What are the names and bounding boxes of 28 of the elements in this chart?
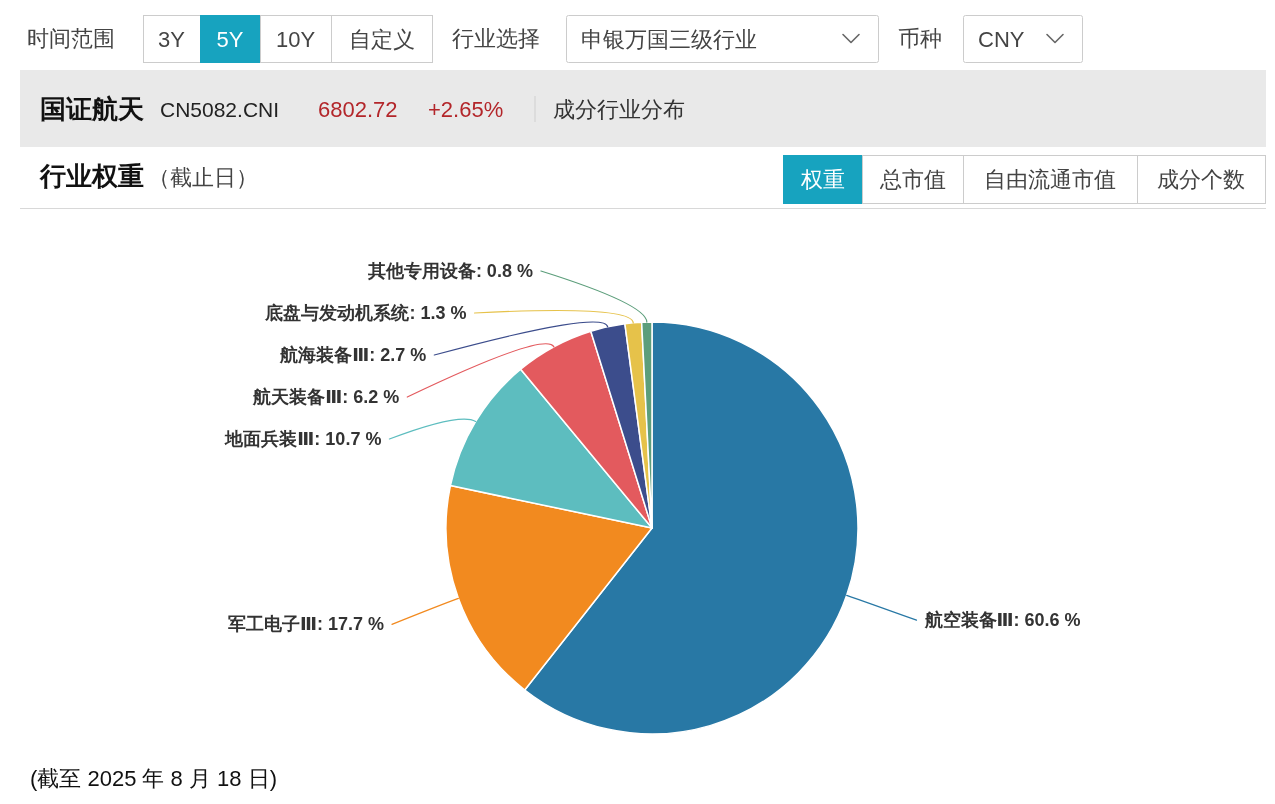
text: 成分行业分布 (553, 96, 685, 122)
text: 国证航天 (40, 94, 144, 124)
slice-label: 其他专用设备: 0.8 % (366, 261, 533, 281)
slice-label: 航天装备Ⅲ: 6.2 % (252, 387, 400, 407)
chart-subtitle: （截止日） (148, 164, 258, 190)
text: +2.65% (428, 96, 504, 122)
slice-label: 地面兵装Ⅲ: 10.7 % (224, 429, 382, 449)
chart-title: 行业权重 (39, 161, 144, 191)
slice-label: 航空装备Ⅲ: 60.6 % (923, 610, 1081, 631)
text: 时间范围 (27, 25, 115, 51)
text: CN5082.CNI (160, 97, 280, 121)
slice-label: 航海装备Ⅲ: 2.7 % (279, 345, 427, 365)
slice-label: 军工电子Ⅲ: 17.7 % (227, 614, 384, 635)
button: 10Y (260, 15, 332, 63)
button: 权重 (783, 155, 863, 204)
dropdown: 申银万国三级行业 (566, 15, 879, 63)
text: (截至 2025 年 8 月 18 日) (30, 765, 277, 791)
button: 5Y (200, 15, 261, 63)
button: 总市值 (862, 155, 964, 204)
button: 自定义 (331, 15, 433, 63)
slice-label: 底盘与发动机系统: 1.3 % (264, 303, 467, 323)
text: 币种 (898, 25, 942, 51)
text: 6802.72 (318, 96, 398, 122)
button: 3Y (143, 15, 201, 63)
text: 行业选择 (452, 25, 540, 51)
button: 自由流通市值 (963, 155, 1138, 204)
dropdown: CNY (963, 15, 1083, 63)
button: 成分个数 (1137, 155, 1266, 204)
